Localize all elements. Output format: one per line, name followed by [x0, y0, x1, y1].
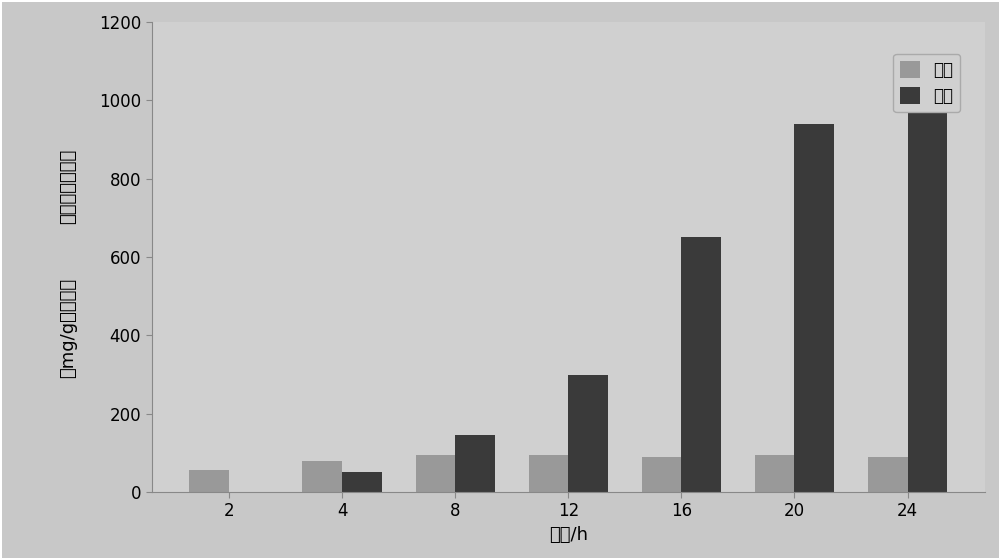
Bar: [416, 455, 455, 492]
Bar: [755, 455, 794, 492]
Bar: [189, 471, 229, 492]
Text: 四氢嘧啶合成量: 四氢嘧啶合成量: [59, 149, 77, 224]
Bar: [568, 375, 608, 492]
X-axis label: 时间/h: 时间/h: [549, 526, 588, 544]
Bar: [529, 455, 568, 492]
Bar: [908, 112, 947, 492]
Bar: [455, 435, 495, 492]
Bar: [342, 472, 382, 492]
Bar: [642, 457, 681, 492]
Bar: [681, 238, 721, 492]
Bar: [868, 457, 908, 492]
Bar: [302, 461, 342, 492]
Legend: 胞内, 胞外: 胞内, 胞外: [893, 54, 960, 112]
Text: （mg/g干细胞）: （mg/g干细胞）: [59, 277, 77, 377]
Bar: [794, 124, 834, 492]
